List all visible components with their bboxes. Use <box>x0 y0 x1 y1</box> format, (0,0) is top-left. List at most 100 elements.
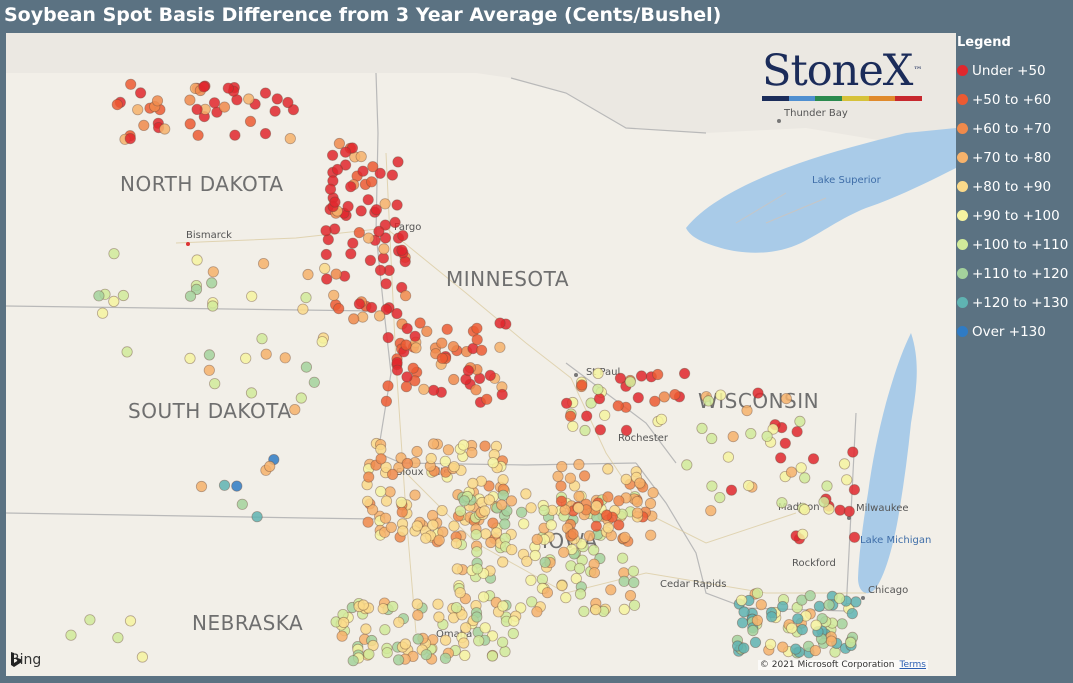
elevator-point[interactable] <box>374 264 387 276</box>
elevator-point[interactable] <box>594 424 607 436</box>
elevator-point[interactable] <box>761 430 773 442</box>
elevator-point[interactable] <box>380 495 393 507</box>
elevator-point[interactable] <box>360 623 372 635</box>
elevator-point[interactable] <box>342 200 354 213</box>
elevator-point[interactable] <box>499 518 511 530</box>
elevator-point[interactable] <box>564 472 577 484</box>
elevator-point[interactable] <box>362 516 374 528</box>
elevator-point[interactable] <box>339 146 352 158</box>
elevator-point[interactable] <box>515 602 527 614</box>
elevator-point[interactable] <box>821 480 833 492</box>
elevator-point[interactable] <box>796 528 809 540</box>
elevator-point[interactable] <box>777 641 789 653</box>
elevator-point[interactable] <box>658 391 670 403</box>
elevator-point[interactable] <box>287 104 299 116</box>
elevator-point[interactable] <box>479 440 491 452</box>
elevator-point[interactable] <box>714 389 727 401</box>
elevator-point[interactable] <box>592 367 604 379</box>
elevator-point[interactable] <box>427 384 440 396</box>
elevator-point[interactable] <box>741 404 753 417</box>
elevator-point[interactable] <box>520 488 532 500</box>
elevator-point[interactable] <box>471 546 483 558</box>
elevator-point[interactable] <box>397 230 409 242</box>
elevator-point[interactable] <box>111 99 123 111</box>
elevator-point[interactable] <box>407 362 419 374</box>
elevator-point[interactable] <box>848 484 861 496</box>
elevator-point[interactable] <box>135 87 147 99</box>
elevator-point[interactable] <box>411 598 423 610</box>
elevator-point[interactable] <box>573 562 586 575</box>
elevator-point[interactable] <box>426 509 439 522</box>
elevator-point[interactable] <box>151 95 164 107</box>
elevator-point[interactable] <box>289 403 301 416</box>
elevator-point[interactable] <box>382 380 394 392</box>
elevator-point[interactable] <box>218 479 231 491</box>
elevator-point[interactable] <box>593 393 606 405</box>
elevator-point[interactable] <box>706 432 718 445</box>
elevator-point[interactable] <box>229 129 241 141</box>
elevator-point[interactable] <box>807 453 820 465</box>
elevator-point[interactable] <box>576 379 588 391</box>
elevator-point[interactable] <box>373 310 386 322</box>
elevator-point[interactable] <box>556 460 568 473</box>
elevator-point[interactable] <box>436 352 448 364</box>
elevator-point[interactable] <box>616 552 629 564</box>
elevator-point[interactable] <box>184 352 196 364</box>
elevator-point[interactable] <box>462 364 474 377</box>
elevator-point[interactable] <box>652 368 664 381</box>
elevator-point[interactable] <box>796 594 808 606</box>
elevator-point[interactable] <box>191 103 203 116</box>
elevator-point[interactable] <box>459 649 471 662</box>
elevator-point[interactable] <box>439 455 451 467</box>
elevator-point[interactable] <box>696 422 708 434</box>
elevator-point[interactable] <box>271 93 283 105</box>
elevator-point[interactable] <box>618 603 630 616</box>
elevator-point[interactable] <box>628 576 640 589</box>
elevator-point[interactable] <box>208 97 221 109</box>
elevator-point[interactable] <box>367 161 379 173</box>
elevator-point[interactable] <box>240 352 252 364</box>
elevator-point[interactable] <box>588 544 600 556</box>
elevator-point[interactable] <box>382 331 394 344</box>
elevator-point[interactable] <box>790 643 802 655</box>
elevator-point[interactable] <box>411 445 423 458</box>
elevator-point[interactable] <box>485 536 497 549</box>
elevator-point[interactable] <box>624 589 637 602</box>
elevator-point[interactable] <box>702 395 715 407</box>
elevator-point[interactable] <box>401 457 413 470</box>
elevator-point[interactable] <box>508 615 520 627</box>
elevator-point[interactable] <box>395 496 407 508</box>
elevator-point[interactable] <box>409 489 421 501</box>
elevator-point[interactable] <box>494 341 506 353</box>
legend-item-6[interactable]: +100 to +110 <box>957 230 1072 259</box>
elevator-point[interactable] <box>470 529 482 541</box>
elevator-point[interactable] <box>471 563 483 575</box>
elevator-point[interactable] <box>521 555 533 567</box>
elevator-point[interactable] <box>581 410 593 422</box>
elevator-point[interactable] <box>236 498 248 510</box>
elevator-point[interactable] <box>473 635 485 647</box>
elevator-point[interactable] <box>451 563 463 575</box>
elevator-point[interactable] <box>614 372 627 384</box>
elevator-point[interactable] <box>243 93 255 105</box>
elevator-point[interactable] <box>714 491 726 504</box>
elevator-point[interactable] <box>494 317 506 329</box>
elevator-point[interactable] <box>526 596 538 608</box>
elevator-point[interactable] <box>209 378 221 390</box>
elevator-point[interactable] <box>647 487 659 499</box>
elevator-point[interactable] <box>379 219 391 231</box>
elevator-point[interactable] <box>458 637 470 649</box>
elevator-point[interactable] <box>246 290 258 302</box>
elevator-point[interactable] <box>579 424 591 437</box>
elevator-point[interactable] <box>336 630 348 642</box>
elevator-point[interactable] <box>823 599 835 611</box>
elevator-point[interactable] <box>357 599 369 611</box>
elevator-point[interactable] <box>780 392 792 405</box>
elevator-point[interactable] <box>361 495 374 507</box>
elevator-point[interactable] <box>738 642 750 654</box>
elevator-point[interactable] <box>256 333 268 345</box>
elevator-point[interactable] <box>777 600 789 613</box>
elevator-point[interactable] <box>531 606 543 618</box>
elevator-point[interactable] <box>798 503 811 516</box>
elevator-point[interactable] <box>367 639 379 652</box>
